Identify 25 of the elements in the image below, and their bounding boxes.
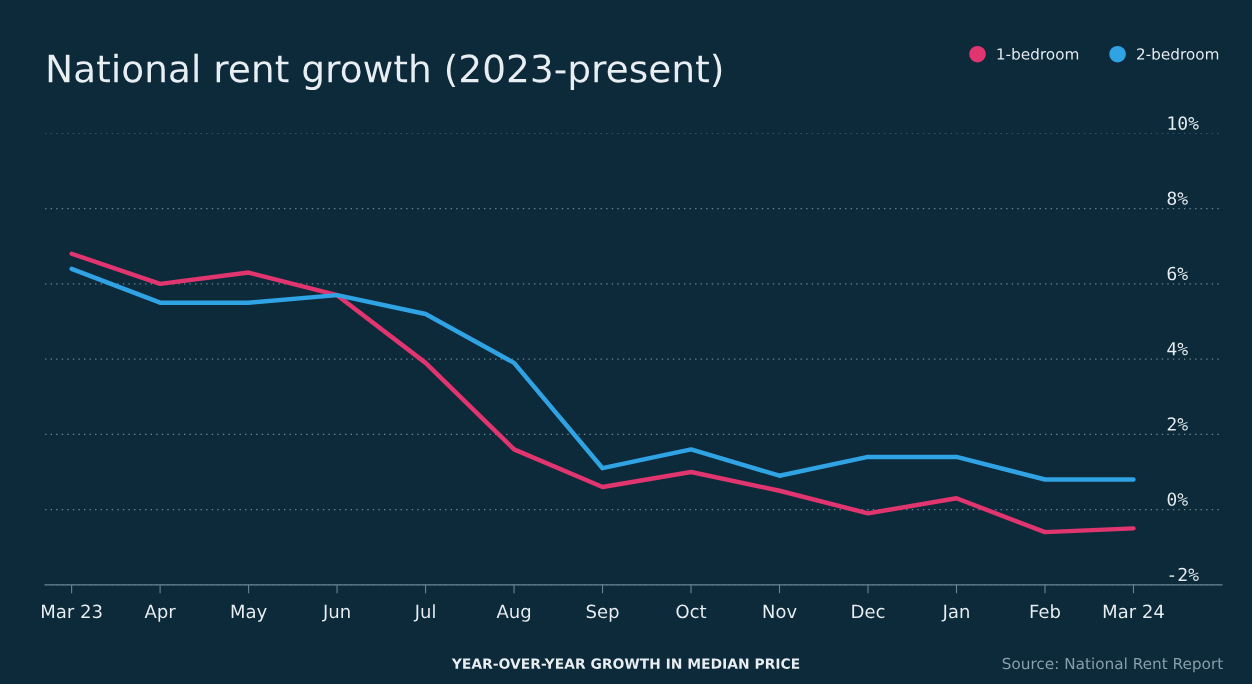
y-tick-label: 8% [1167, 191, 1188, 206]
x-tick-label: Dec [852, 604, 885, 619]
x-tick-label: Jan [941, 604, 969, 622]
y-tick-label: 2% [1167, 417, 1188, 431]
x-tick-label: Sep [586, 604, 619, 622]
chart-title: National rent growth (2023-present) [48, 53, 722, 90]
x-tick-label: Aug [496, 604, 531, 622]
x-tick-label: Apr [144, 604, 176, 622]
x-tick-label: Feb [1030, 604, 1060, 619]
x-tick-label: May [231, 604, 267, 622]
x-axis-title: YEAR-OVER-YEAR GROWTH IN MEDIAN PRICE [451, 658, 800, 669]
y-tick-label: 6% [1167, 266, 1188, 281]
y-tick-label: 10% [1168, 116, 1199, 130]
legend-label: 2-bedroom [1137, 47, 1219, 60]
y-tick-label: 0% [1167, 492, 1188, 507]
x-tick-label: Mar 23 [42, 604, 102, 619]
x-tick-label: Nov [763, 604, 797, 619]
source-note: Source: National Rent Report [1002, 657, 1223, 673]
x-tick-label: Jun [322, 604, 350, 622]
x-tick-label: Oct [676, 604, 707, 619]
legend-label: 1-bedroom [997, 47, 1079, 60]
y-tick-label: 4% [1167, 342, 1188, 356]
x-tick-label: Jul [413, 604, 435, 622]
x-tick-label: Mar 24 [1103, 604, 1164, 619]
y-tick-label: -2% [1169, 567, 1199, 582]
